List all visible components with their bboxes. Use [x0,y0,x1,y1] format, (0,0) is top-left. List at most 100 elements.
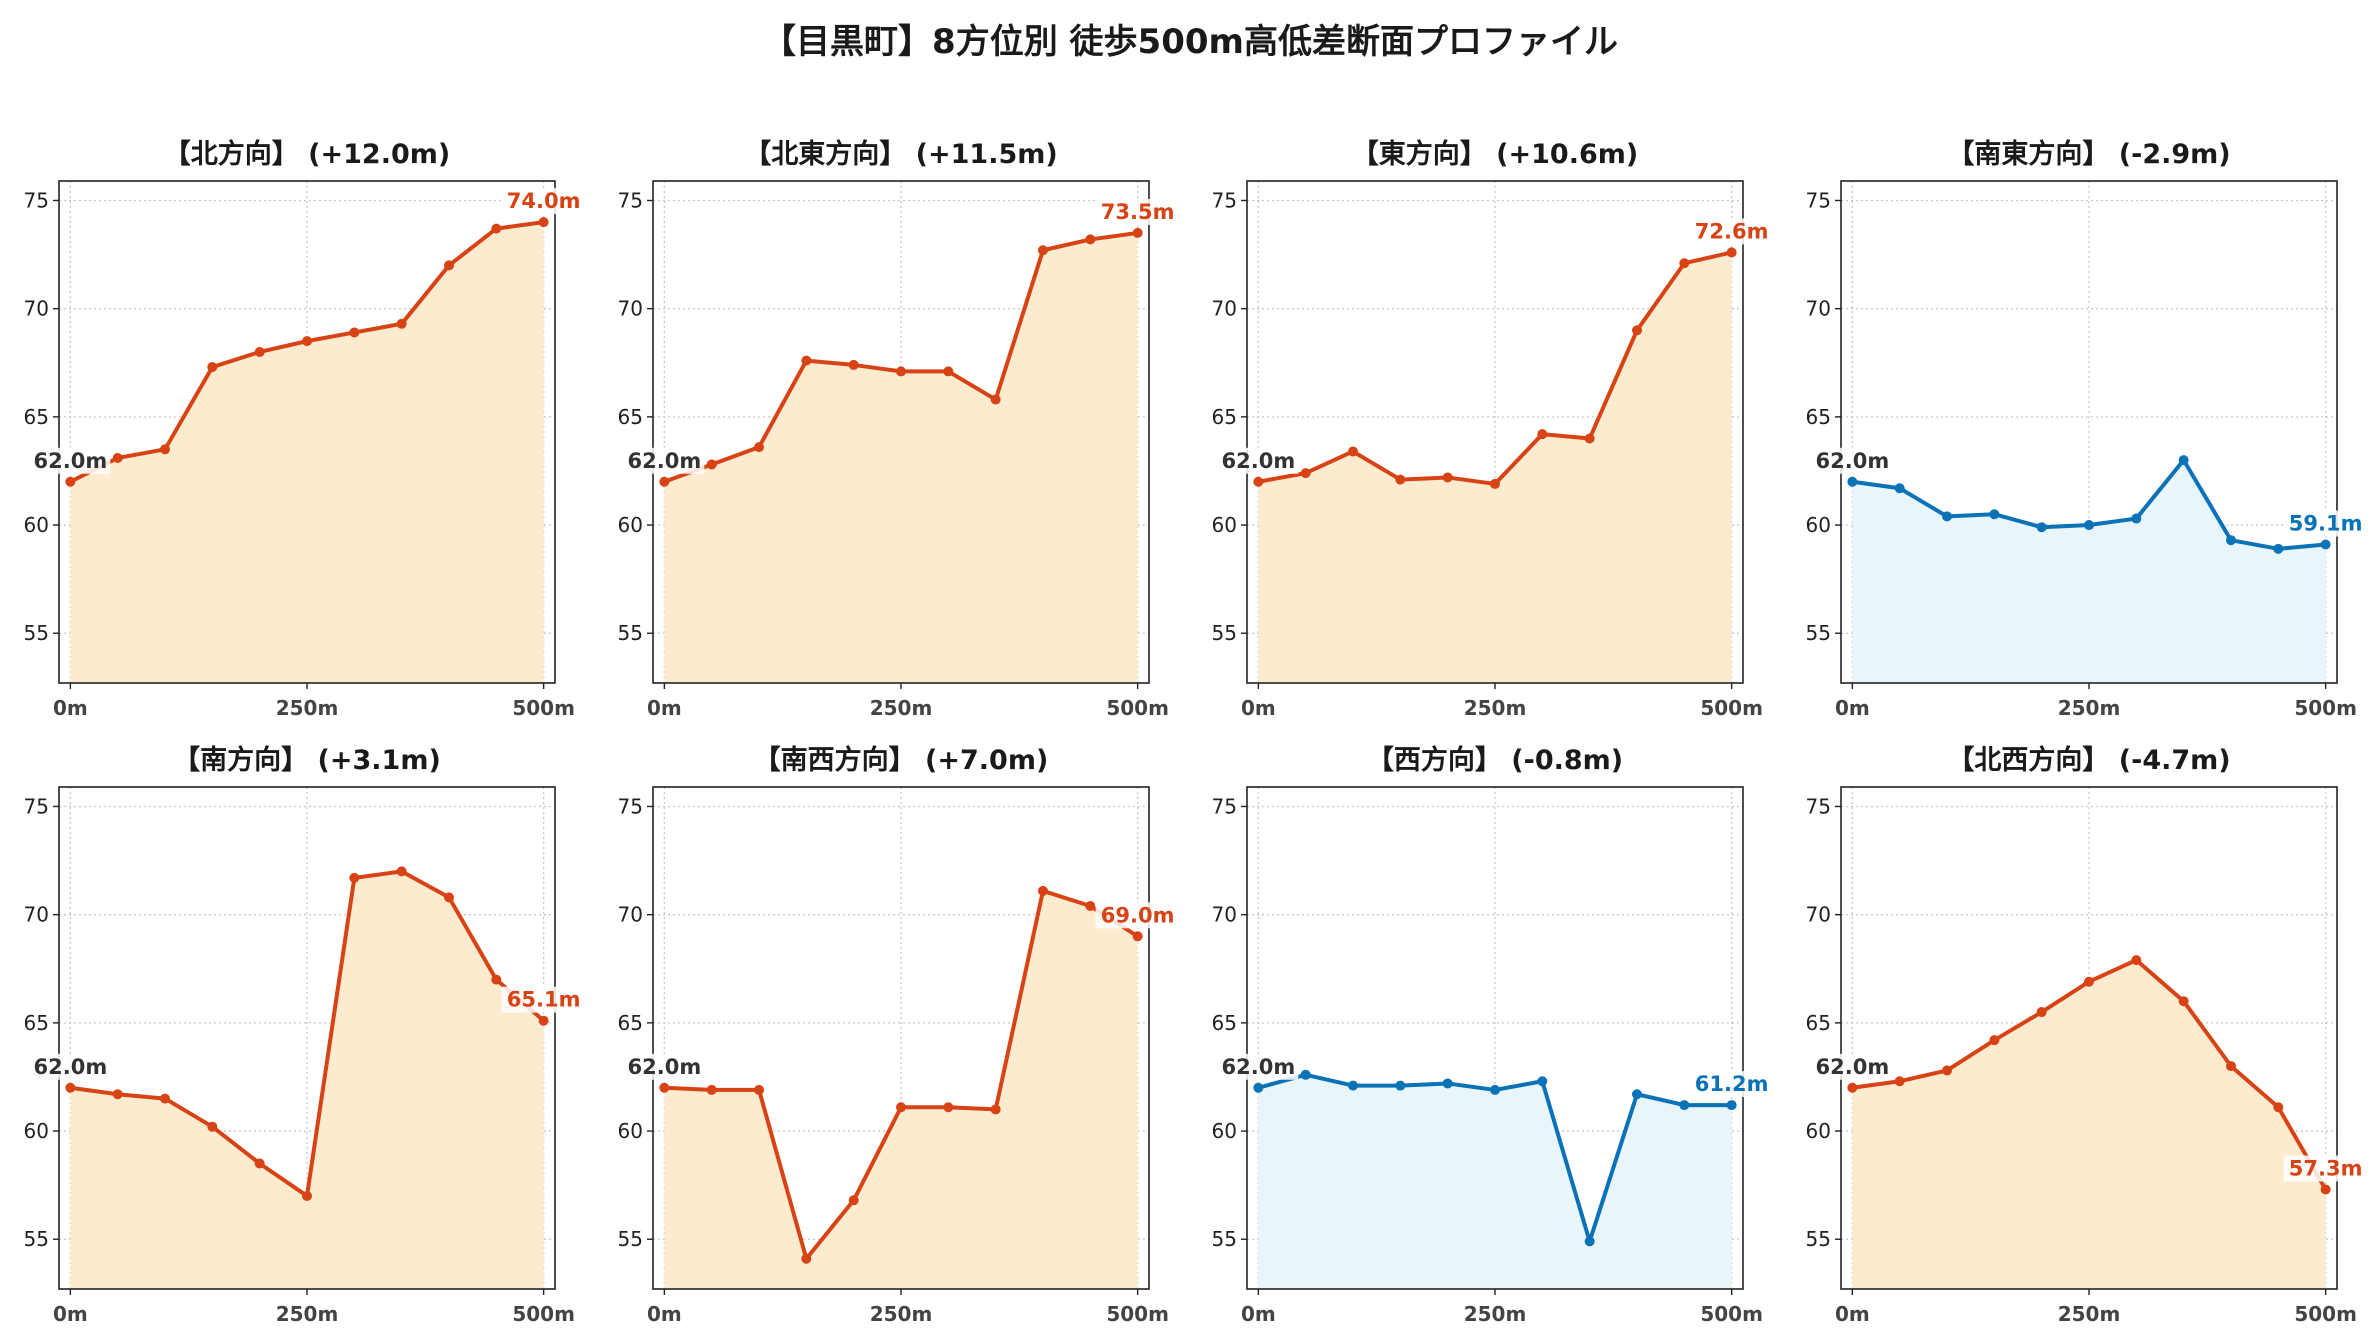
panel-title: 【東方向】 (+10.6m) [1352,138,1638,170]
end-label-bg [1689,218,1774,245]
start-value-label: 62.0m [1816,1055,1890,1079]
data-point [706,459,717,470]
x-tick-label: 250m [276,1302,339,1326]
x-tick-label: 250m [2058,1302,2121,1326]
data-point [1395,474,1406,485]
y-tick-label: 55 [24,1227,49,1251]
y-tick-label: 65 [1212,405,1237,429]
data-point [943,366,954,377]
panel-title: 【北西方向】 (-4.7m) [1947,744,2230,776]
end-value-label: 59.1m [2289,512,2363,536]
data-point [896,1102,906,1113]
y-tick-label: 75 [24,188,49,212]
data-point [2036,522,2047,533]
x-tick-label: 0m [53,1302,88,1326]
data-point [1132,931,1143,942]
data-point [160,444,171,455]
x-tick-label: 500m [1106,1302,1169,1326]
data-point [2320,1184,2331,1195]
end-value-label: 73.5m [1101,200,1175,224]
x-tick-label: 0m [53,696,88,720]
data-point [1037,245,1048,256]
y-tick-label: 65 [24,1011,49,1035]
data-point [2178,996,2189,1007]
data-point [2225,535,2236,546]
x-tick-label: 250m [1464,1302,1527,1326]
area-fill [1852,960,2326,1289]
data-point [112,452,123,463]
data-point [1726,247,1737,258]
y-tick-label: 65 [618,1011,643,1035]
data-point [801,355,812,366]
data-point [1490,1084,1500,1095]
y-tick-label: 65 [618,405,643,429]
data-point [706,1084,717,1095]
start-value-label: 62.0m [1816,449,1890,473]
start-value-label: 62.0m [1222,1055,1296,1079]
data-point [1253,1082,1264,1093]
chart-panel-1: 【北方向】 (+12.0m) 55 60 65 70 75 0m 250m 500m 62.0m 7… [24,138,586,720]
y-tick-label: 60 [618,1119,643,1143]
data-point [207,1121,218,1132]
y-tick-label: 55 [24,621,49,645]
data-point [1894,1076,1905,1087]
x-tick-label: 0m [647,1302,682,1326]
data-point [1537,429,1548,440]
data-point [659,476,670,487]
x-tick-label: 500m [2294,1302,2357,1326]
data-point [1584,1236,1595,1247]
chart-panel-7: 【西方向】 (-0.8m) 55 60 65 70 75 0m 250m 500m 62.0m 61… [1212,744,1774,1326]
end-label-bg [1095,198,1180,225]
y-tick-label: 55 [618,1227,643,1251]
area-fill [1258,1074,1732,1289]
data-point [443,260,454,271]
x-tick-label: 500m [1700,1302,1763,1326]
data-point [659,1082,670,1093]
data-point [1348,1080,1359,1091]
chart-panel-3: 【東方向】 (+10.6m) 55 60 65 70 75 0m 250m 500m 62.0m 7… [1212,138,1774,720]
data-point [1442,472,1453,483]
y-tick-label: 70 [1806,903,1831,927]
data-point [538,1015,549,1026]
start-label-bg [624,447,705,474]
data-point [1490,478,1500,489]
y-tick-label: 75 [1212,794,1237,818]
data-point [1989,1035,2000,1046]
x-tick-label: 250m [870,1302,933,1326]
data-point [1631,325,1642,336]
start-label-bg [1812,1053,1893,1080]
data-point [1348,446,1359,457]
end-value-label: 61.2m [1695,1072,1769,1096]
data-point [112,1089,123,1100]
area-fill [70,871,544,1289]
data-point [302,1190,312,1201]
start-value-label: 62.0m [34,449,108,473]
data-point [1442,1078,1453,1089]
end-value-label: 57.3m [2289,1156,2363,1180]
panel-title: 【南東方向】 (-2.9m) [1947,138,2230,170]
end-label-bg [501,188,586,215]
data-point [1847,476,1858,487]
data-point [2084,976,2094,987]
data-point [2225,1061,2236,1072]
data-point [1132,227,1143,238]
x-tick-label: 500m [512,1302,575,1326]
page-title: 【目黒町】8方位別 徒歩500m高低差断面プロファイル [762,22,1618,62]
start-value-label: 62.0m [628,1055,702,1079]
start-label-bg [30,1053,111,1080]
panel-title: 【北方向】 (+12.0m) [164,138,450,170]
data-point [1395,1080,1406,1091]
data-point [1847,1082,1858,1093]
y-tick-label: 60 [1806,513,1831,537]
data-point [801,1253,812,1264]
data-point [2178,455,2189,466]
x-tick-label: 250m [276,696,339,720]
y-tick-label: 75 [24,794,49,818]
data-point [848,359,859,370]
data-point [349,872,360,883]
chart-panel-4: 【南東方向】 (-2.9m) 55 60 65 70 75 0m 250m 500m 62.0m 5… [1806,138,2368,720]
data-point [207,362,218,373]
x-tick-label: 500m [512,696,575,720]
panel-title: 【南方向】 (+3.1m) [173,744,441,776]
